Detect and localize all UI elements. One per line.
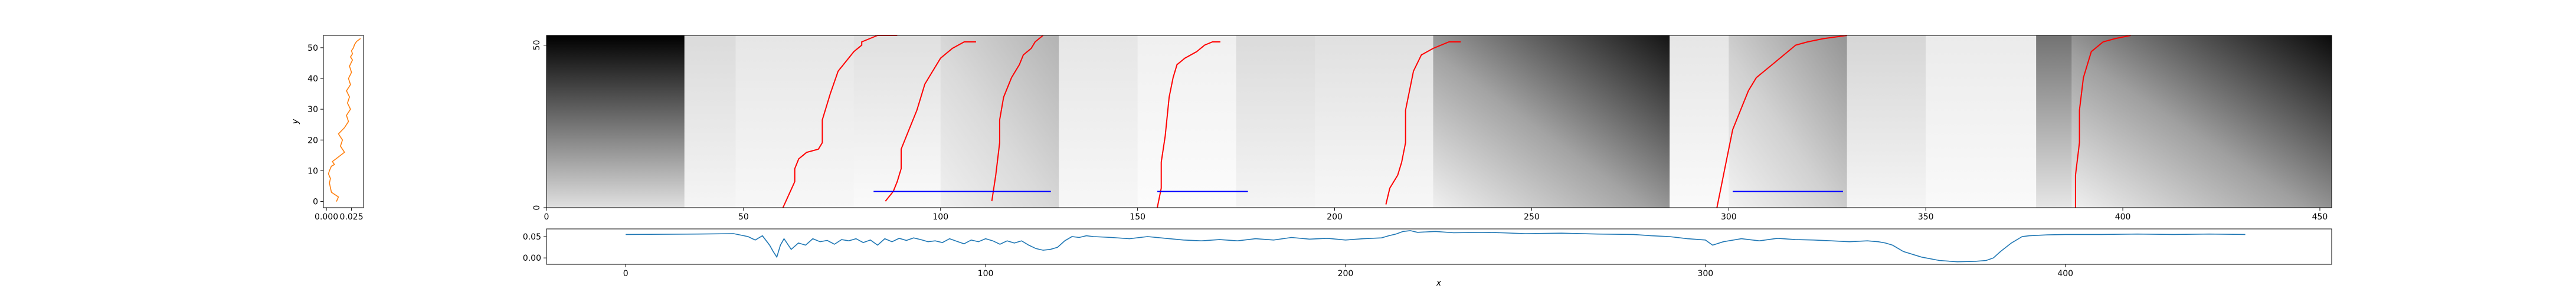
heatmap-xtick-label: 450 (2312, 212, 2328, 222)
red-path (1385, 41, 1461, 205)
red-paths-layer (782, 35, 2131, 208)
side-profile-axes-frame (323, 35, 364, 208)
bottom-profile-xtick-label: 200 (1338, 269, 1354, 278)
red-path (2074, 35, 2131, 208)
bottom-profile-xtick-label: 0 (623, 269, 629, 278)
side-profile-ytick-label: 20 (307, 136, 318, 145)
side-profile-ticks: 0 10 20 30 40 50 0.000 0.025 (307, 44, 363, 222)
red-path (1157, 41, 1220, 208)
heatmap-segment (1729, 35, 1848, 208)
bottom-profile-ytick-label: 0.00 (523, 254, 541, 263)
bottom-profile-line-layer (626, 230, 2246, 263)
heatmap-segment (1847, 35, 1926, 208)
heatmap-segment (2071, 35, 2332, 208)
heatmap-xtick-label: 100 (932, 212, 948, 222)
heatmap-segment (1137, 35, 1237, 208)
heatmap-segment (684, 35, 737, 208)
heatmap-image (546, 35, 2332, 208)
bottom-profile-ticks: 0 100 200 300 400 0.00 0.05 (523, 232, 2073, 278)
bottom-profile-xtick-label: 300 (1697, 269, 1713, 278)
bottom-profile-chart: 0 100 200 300 400 0.00 0.05 x (523, 228, 2332, 288)
heatmap-xtick-label: 250 (1524, 212, 1540, 222)
side-profile-ytick-label: 50 (307, 44, 318, 53)
heatmap-segment (1433, 35, 1670, 208)
bottom-profile-xtick-label: 100 (978, 269, 994, 278)
red-path (1716, 35, 1847, 208)
red-path (991, 35, 1044, 202)
heatmap-xtick-label: 300 (1721, 212, 1737, 222)
heatmap-axes-frame (546, 35, 2332, 208)
red-path (885, 41, 976, 202)
side-profile-xtick-label: 0.025 (340, 212, 364, 222)
side-profile-chart: 0 10 20 30 40 50 0.000 0.025 y (291, 35, 364, 222)
heatmap-segment (1236, 35, 1315, 208)
heatmap-segment (2036, 35, 2072, 208)
heatmap-segment (546, 35, 685, 208)
heatmap-xtick-label: 400 (2115, 212, 2131, 222)
heatmap-ticks: 0 50 100 150 200 250 300 350 400 450 0 50 (532, 40, 2328, 222)
heatmap-xtick-label: 150 (1130, 212, 1145, 222)
heatmap-segment (1670, 35, 1729, 208)
heatmap-segment (853, 35, 941, 208)
heatmap-xtick-label: 200 (1327, 212, 1343, 222)
bottom-profile-ytick-label: 0.05 (523, 232, 541, 242)
heatmap-segment (1926, 35, 2037, 208)
bottom-profile-line (626, 230, 2246, 263)
side-profile-line (328, 38, 361, 202)
bottom-profile-xlabel: x (1436, 278, 1442, 288)
side-profile-ytick-label: 30 (307, 105, 318, 114)
side-profile-ylabel: y (291, 119, 300, 124)
side-profile-xtick-label: 0.000 (315, 212, 338, 222)
bottom-profile-xtick-label: 400 (2057, 269, 2073, 278)
red-path (782, 35, 898, 208)
heatmap-segment (1059, 35, 1138, 208)
side-profile-ytick-label: 0 (313, 198, 318, 207)
heatmap-ytick-label: 50 (532, 40, 542, 51)
heatmap-xtick-label: 50 (738, 212, 749, 222)
side-profile-line-layer (328, 38, 361, 202)
heatmap-ytick-label: 0 (532, 205, 542, 211)
heatmap-xtick-label: 0 (544, 212, 549, 222)
side-profile-ytick-label: 10 (307, 166, 318, 176)
bottom-profile-axes-frame (546, 228, 2332, 265)
heatmap-xtick-label: 350 (1918, 212, 1934, 222)
heatmap-segment (1315, 35, 1433, 208)
side-profile-ytick-label: 40 (307, 74, 318, 84)
heatmap-chart: 0 50 100 150 200 250 300 350 400 450 0 50 (532, 35, 2332, 222)
